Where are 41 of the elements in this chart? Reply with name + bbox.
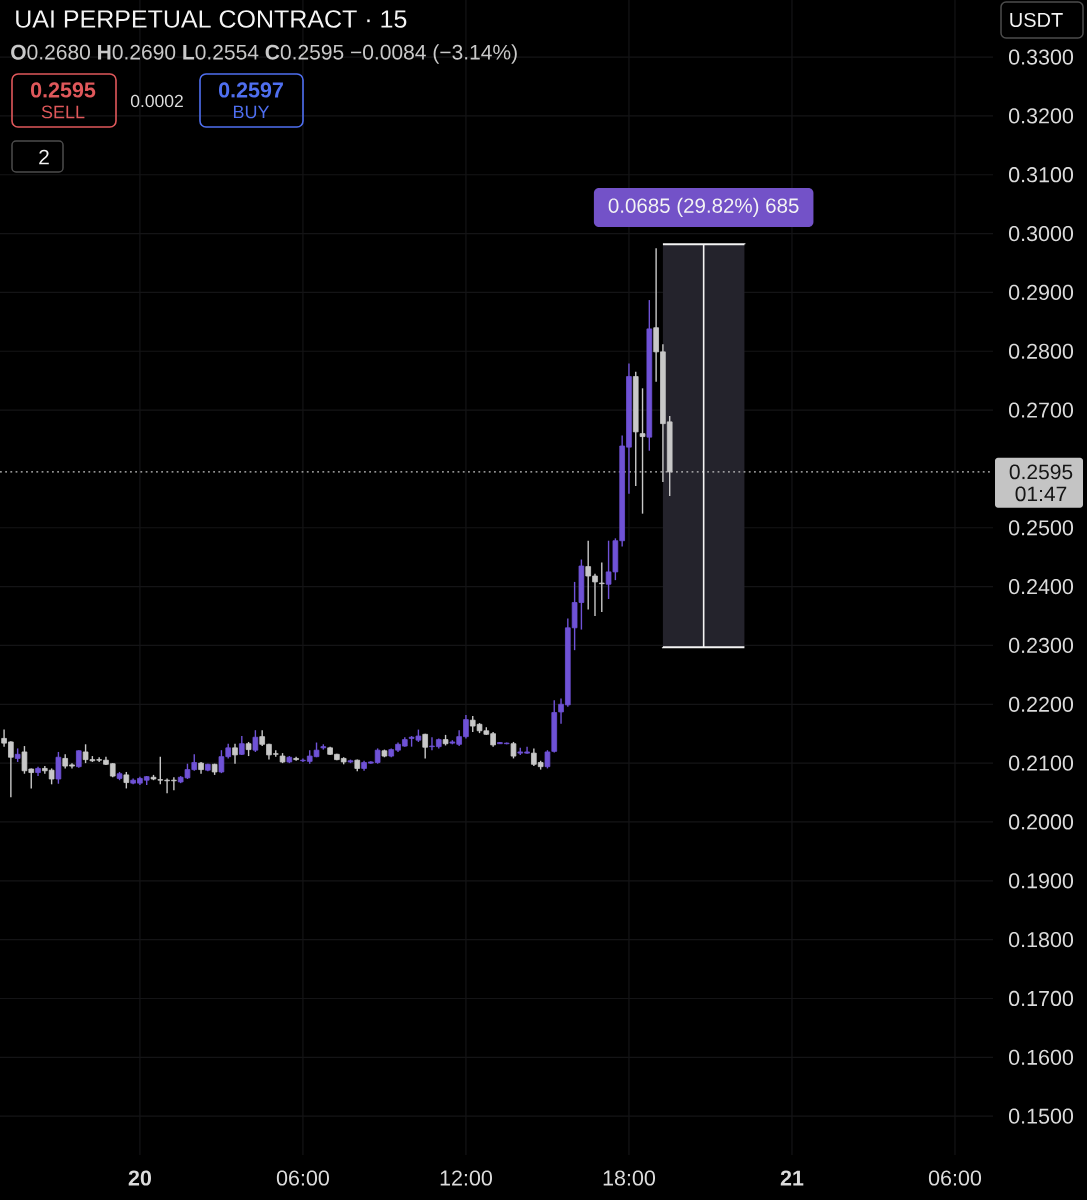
- y-tick-label: 0.2300: [1008, 637, 1074, 654]
- y-tick-label: 0.1800: [1008, 932, 1074, 948]
- y-tick-label: 0.2700: [1008, 402, 1074, 418]
- y-tick-label: 0.3100: [1008, 167, 1074, 183]
- y-tick-label: 0.3200: [1008, 108, 1074, 124]
- y-tick-label: 0.3300: [1008, 49, 1074, 65]
- y-tick-label: 0.1900: [1008, 873, 1074, 889]
- y-tick-label: 0.1600: [1008, 1049, 1074, 1065]
- x-tick-label: 06:00: [928, 1170, 982, 1186]
- annotation: 0.0685 (29.82%) 685: [608, 197, 799, 217]
- annotation: 0.0002: [130, 94, 183, 108]
- ref-line-label: 0.2595: [1009, 464, 1073, 480]
- annotation: BUY: [233, 105, 270, 119]
- y-tick-label: 0.2200: [1008, 696, 1074, 712]
- candlestick: [252, 729, 259, 753]
- annotation: 0.2597: [218, 82, 283, 98]
- y-tick-label: 0.2000: [1008, 814, 1074, 830]
- y-tick-label: 0.2900: [1008, 284, 1074, 301]
- candlestick: [239, 735, 245, 756]
- annotation: O0.2680 H0.2690 L0.2554 C0.2595 −0.0084 (−3.14%): [11, 44, 517, 64]
- annotation: 0.2595: [30, 82, 96, 98]
- annotation: SELL: [41, 105, 85, 119]
- chart-title: UAI PERPETUAL CONTRACT · 15: [16, 10, 407, 28]
- y-tick-label: 0.1700: [1008, 990, 1074, 1007]
- x-tick-label: 06:00: [276, 1170, 329, 1186]
- x-tick-label: 21: [780, 1170, 804, 1186]
- y-tick-label: 0.2400: [1008, 578, 1074, 595]
- x-tick-label: 12:00: [440, 1170, 492, 1186]
- y-tick-label: 0.2500: [1008, 520, 1074, 536]
- y-tick-label: 0.2100: [1008, 755, 1074, 771]
- y-tick-label: 0.2800: [1008, 343, 1074, 359]
- y-tick-label: 0.1500: [1008, 1108, 1074, 1124]
- text: 01:47: [1015, 486, 1067, 502]
- candlestick: [232, 743, 238, 765]
- annotation: 2: [39, 149, 49, 165]
- candlestick: [422, 733, 428, 760]
- candlestick: [55, 751, 62, 785]
- x-tick-label: 20: [128, 1170, 151, 1186]
- y-axis-title: USDT: [1010, 12, 1063, 28]
- y-tick-label: 0.3000: [1008, 225, 1074, 242]
- x-tick-label: 18:00: [603, 1170, 656, 1186]
